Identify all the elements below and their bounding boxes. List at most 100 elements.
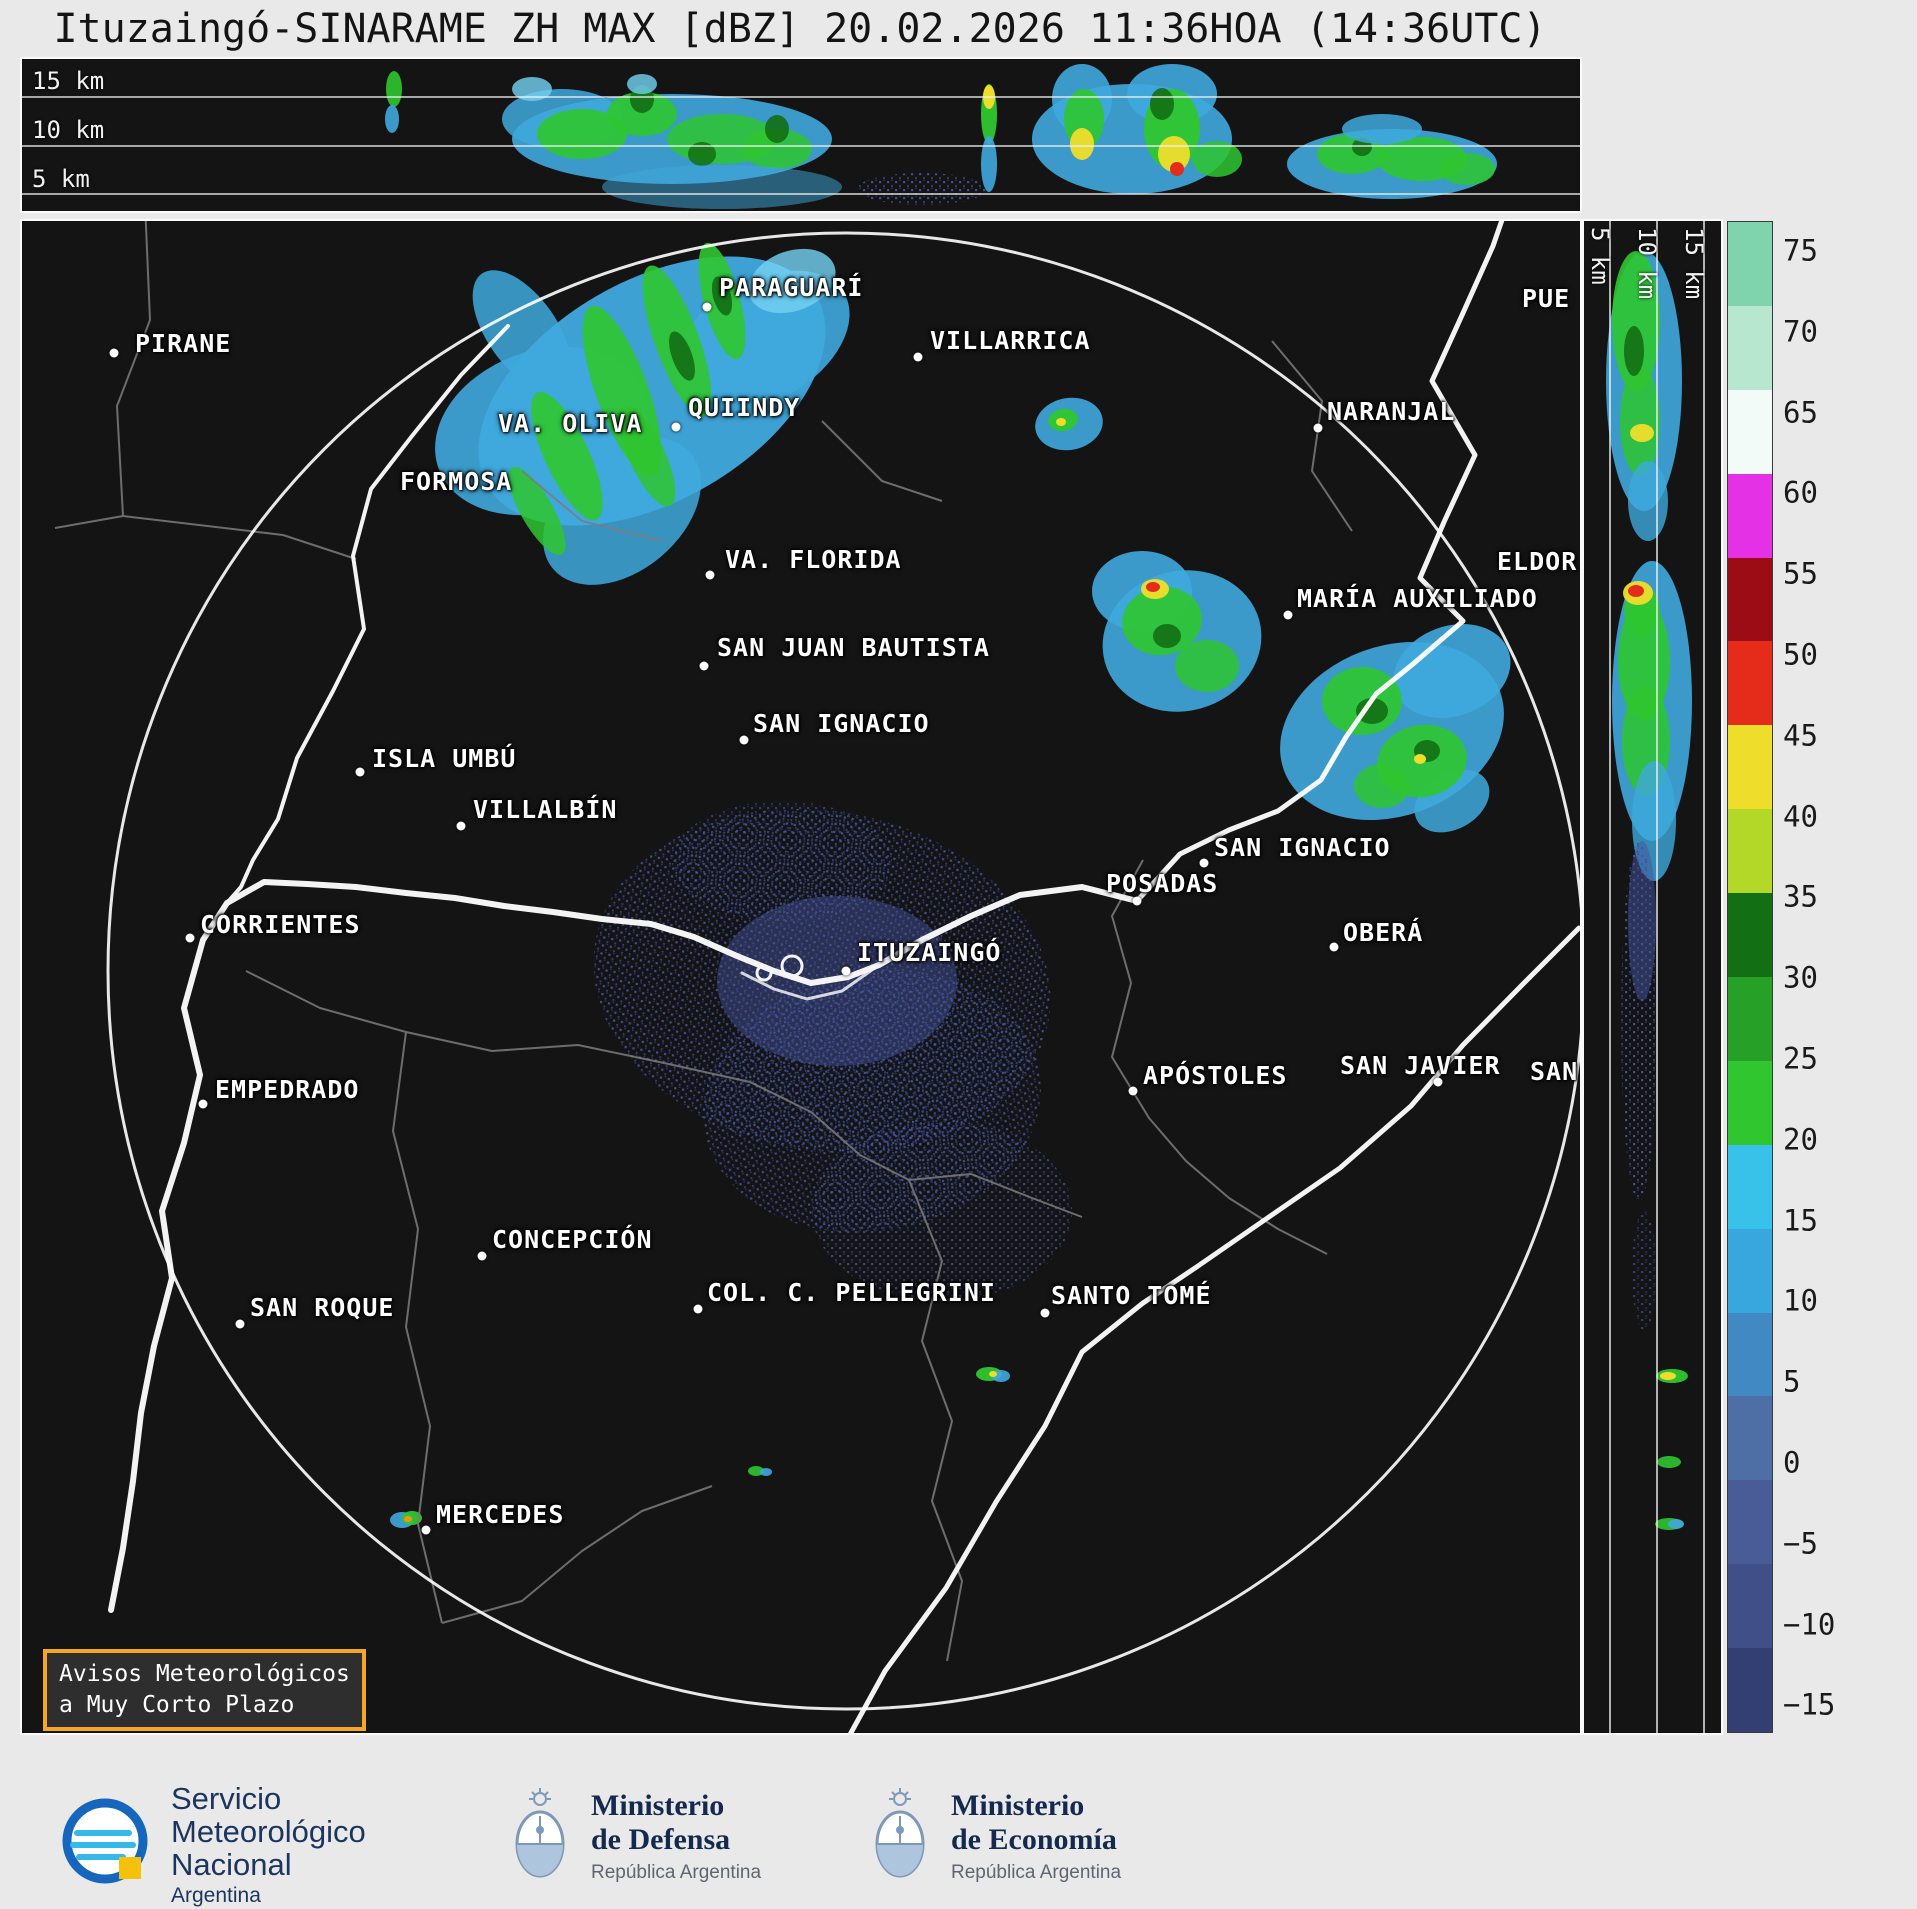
smn-name-line2: Meteorológico [171,1814,366,1849]
radar-echo [512,77,552,101]
colorbar-label: 25 [1783,1041,1818,1076]
rivers [108,221,1580,1733]
colorbar-segment [1728,557,1772,642]
radar-echo [1630,424,1654,442]
colorbar-label: 65 [1783,394,1818,429]
radar-echo [748,1466,764,1476]
radar-echo-layer [385,64,1497,209]
warning-line-1: Avisos Meteorológicos [59,1661,350,1687]
defensa-logo-group: Ministerio de Defensa República Argentin… [505,1786,761,1886]
height-label: 5 km [1586,227,1614,285]
radar-echo [1612,251,1660,391]
radar-echo [688,142,716,166]
radar-echo [1628,461,1668,541]
radar-echo [1192,141,1242,177]
footer: Servicio Meteorológico Nacional Argentin… [0,1768,1917,1909]
radar-echo [669,331,695,381]
radar-echo [1356,698,1388,724]
top-cross-section-plot [22,64,1580,209]
colorbar [1727,221,1773,1733]
page-title: Ituzaingó-SINARAME ZH MAX [dBZ] 20.02.20… [53,6,1547,52]
warning-box: Avisos Meteorológicos a Muy Corto Plazo [43,1649,366,1731]
radar-echo [857,173,987,205]
radar-echo [765,115,789,143]
colorbar-segment [1728,977,1772,1061]
radar-echo [602,165,842,209]
radar-echo [1070,128,1094,160]
colorbar-label: 15 [1783,1202,1818,1237]
radar-echo [1158,136,1190,172]
defensa-line3: República Argentina [591,1861,762,1883]
colorbar-segment [1728,305,1772,390]
radar-echo [1342,114,1422,144]
colorbar-segment [1728,389,1772,474]
radar-echo [1393,623,1511,719]
radar-echo [812,1121,1072,1301]
colorbar-segment [1728,222,1772,306]
radar-echo [742,129,812,169]
map-panel: PIRANE PARAGUARÍ PUE VILLARRICA VA. OLIVA QUI… [20,219,1582,1735]
colorbar-segment [1728,641,1772,726]
height-label: 15 km [32,67,105,95]
radar-range-ring [106,231,1580,1711]
radar-echo [1354,764,1410,808]
radar-echo [672,801,892,921]
colorbar-label: 40 [1783,798,1818,833]
height-label: 10 km [1633,227,1661,300]
colorbar-label: 45 [1783,718,1818,753]
argentina-crest-icon [875,1788,925,1878]
right-cross-section-plot [1606,221,1705,1733]
radar-echo [1175,640,1239,692]
radar-echo [607,92,677,136]
colorbar-segment [1728,1480,1772,1565]
radar-echo [508,466,566,556]
radar-echo [760,1468,772,1476]
defensa-line1: Ministerio [591,1788,725,1822]
radar-echo [1056,418,1066,426]
smn-name-line4: Argentina [171,1884,261,1907]
smn-logo-icon [62,1798,148,1884]
colorbar-labels: 75 70 65 60 55 50 45 40 35 30 25 20 15 10 5 0 −5 −10 −15 [1783,221,1913,1733]
radar-echo [1632,1211,1656,1331]
radar-echo [386,71,402,107]
colorbar-segment [1728,1060,1772,1145]
radar-echo [1660,1372,1676,1380]
radar-echo [618,405,676,507]
smn-logo-group: Servicio Meteorológico Nacional Argentin… [55,1782,366,1908]
radar-echo-layer [1606,251,1692,1530]
colorbar-segment [1728,809,1772,894]
colorbar-label: 50 [1783,637,1818,672]
smn-name-line3: Nacional [171,1847,292,1882]
warning-line-2: a Muy Corto Plazo [59,1692,295,1718]
radar-echo [1146,582,1160,592]
radar-echo [981,136,997,192]
radar-echo-layer [390,242,1511,1528]
argentina-crest-icon [515,1788,565,1878]
height-label: 15 km [1680,227,1708,300]
map-plot [54,221,1580,1733]
radar-echo [385,105,399,133]
top-cross-section-panel: 15 km 10 km 5 km [20,57,1582,213]
economia-logo-group: Ministerio de Economía República Argenti… [865,1786,1121,1886]
radar-echo [1170,162,1184,176]
colorbar-label: 60 [1783,475,1818,510]
radar-echo [1624,326,1644,376]
colorbar-label: 5 [1783,1364,1801,1399]
height-label: 5 km [32,165,90,193]
radar-echo [1628,841,1656,1001]
radar-echo [472,270,572,392]
colorbar-segment [1728,1228,1772,1313]
height-label: 10 km [32,116,105,144]
radar-echo [989,1371,997,1377]
height-gridlines [1609,221,1705,1733]
colorbar-segment [1728,473,1772,558]
colorbar-segment [1728,1144,1772,1229]
radar-echo [1153,624,1181,648]
admin-boundaries [54,221,1353,1662]
colorbar-label: 0 [1783,1445,1801,1480]
colorbar-label: 55 [1783,556,1818,591]
radar-echo [1439,153,1495,185]
radar-echo [1150,88,1174,120]
radar-echo [1620,366,1660,476]
colorbar-label: 20 [1783,1122,1818,1157]
